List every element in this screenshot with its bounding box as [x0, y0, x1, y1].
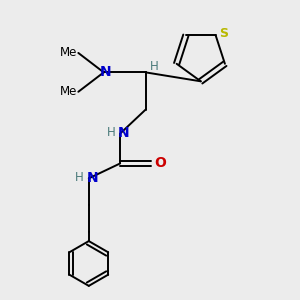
Text: Me: Me [60, 85, 77, 98]
Text: S: S [219, 26, 228, 40]
Text: O: O [154, 156, 166, 170]
Text: H: H [149, 61, 158, 74]
Text: H: H [75, 171, 83, 184]
Text: H: H [107, 127, 116, 140]
Text: Me: Me [60, 46, 77, 59]
Text: N: N [99, 65, 111, 79]
Text: N: N [87, 171, 98, 185]
Text: N: N [118, 126, 130, 140]
